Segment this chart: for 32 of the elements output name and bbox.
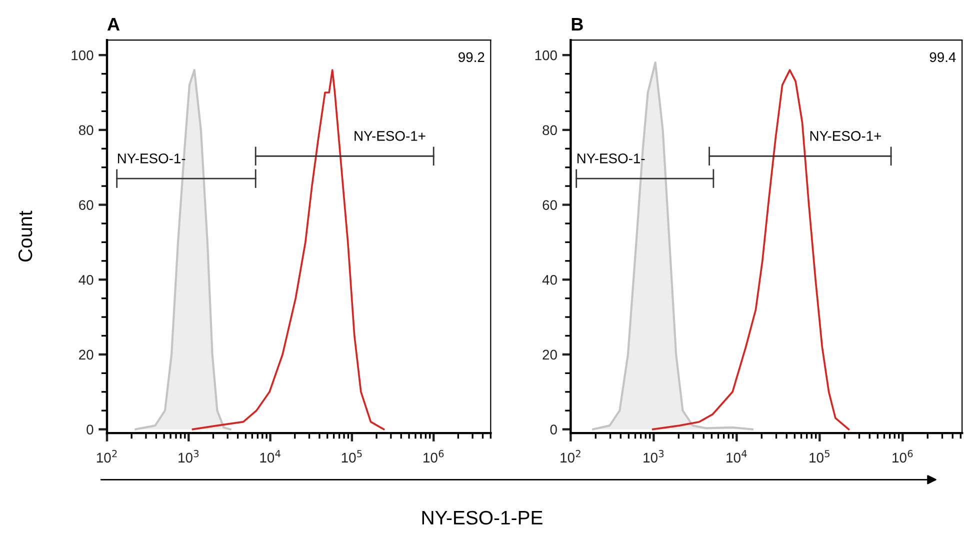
y-tick-label: 60 xyxy=(79,200,94,210)
y-tick-label: 80 xyxy=(78,125,94,136)
y-tick-label: 40 xyxy=(78,274,94,285)
x-tick-label: 10$^{4}$ xyxy=(260,450,280,463)
annotation: NY-ESO-1+ xyxy=(810,131,881,141)
y-tick-label: 20 xyxy=(542,350,557,360)
annotation: 99.4 xyxy=(930,52,956,62)
chart-title: A xyxy=(107,18,120,30)
y-tick-label: 60 xyxy=(542,200,557,210)
y-tick-label: 100 xyxy=(535,50,557,60)
x-axis-title: NY-ESO-1-PE xyxy=(422,510,542,525)
annotation: NY-ESO-1- xyxy=(577,153,645,164)
y-tick-label: 100 xyxy=(72,50,94,60)
annotation: NY-ESO-1+ xyxy=(354,131,426,141)
x-tick-label: 10$^{2}$ xyxy=(96,450,117,463)
y-tick-label: 0 xyxy=(86,424,94,434)
x-tick-label: 10$^{6}$ xyxy=(424,450,444,463)
x-tick-label: 10$^{3}$ xyxy=(178,450,199,463)
x-tick-label: 10$^{2}$ xyxy=(560,450,580,463)
x-tick-label: 10$^{4}$ xyxy=(726,450,747,463)
x-tick-label: 10$^{5}$ xyxy=(810,450,830,463)
x-tick-label: 10$^{5}$ xyxy=(342,450,362,463)
x-tick-label: 10$^{6}$ xyxy=(892,450,913,463)
y-tick-label: 0 xyxy=(550,424,557,434)
y-tick-label: 80 xyxy=(542,125,557,136)
x-tick-label: 10$^{3}$ xyxy=(644,450,664,463)
annotation: NY-ESO-1- xyxy=(118,153,186,164)
annotation: 99.2 xyxy=(458,52,484,62)
y-tick-label: 20 xyxy=(79,350,94,360)
y-tick-label: 40 xyxy=(542,274,557,285)
y-axis-title: Count xyxy=(18,210,32,262)
chart-title: B xyxy=(572,18,583,30)
